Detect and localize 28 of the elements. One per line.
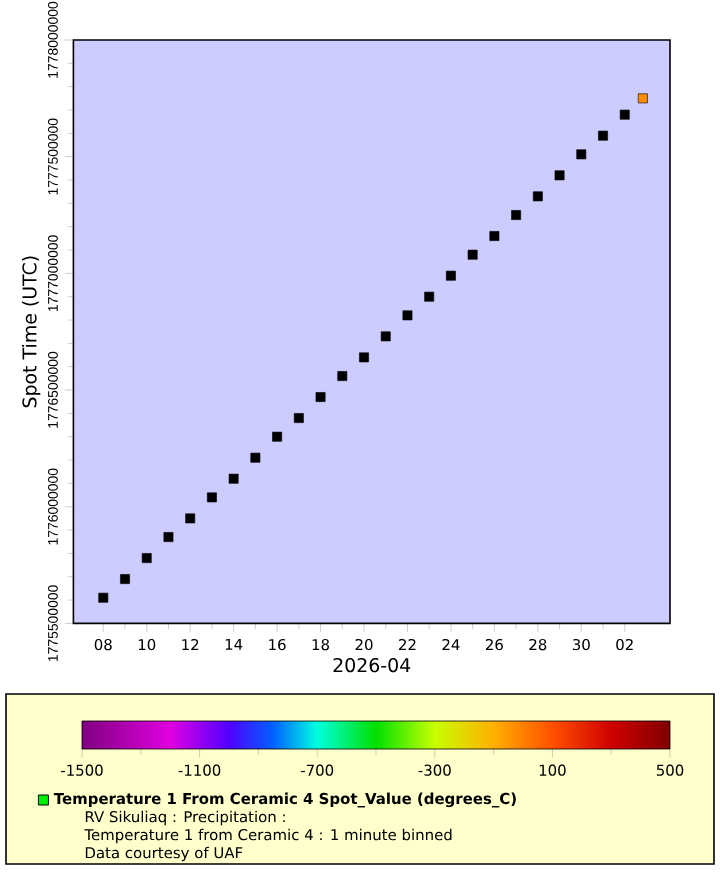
point <box>511 210 521 220</box>
point <box>619 109 630 120</box>
point <box>446 270 456 281</box>
point <box>163 532 174 542</box>
point <box>228 473 239 484</box>
point <box>637 93 648 104</box>
x-axis-title: 2026-04 <box>333 657 411 673</box>
point <box>554 170 565 181</box>
point <box>250 452 261 463</box>
point <box>293 413 304 423</box>
point <box>380 331 391 342</box>
point <box>98 592 109 603</box>
point <box>359 352 369 363</box>
point <box>402 310 413 321</box>
point <box>489 231 500 241</box>
point <box>185 513 196 524</box>
point <box>337 371 348 381</box>
point <box>207 492 217 503</box>
y-axis-title: Spot Time (UTC) <box>21 256 41 408</box>
point <box>532 191 543 202</box>
point <box>424 291 435 302</box>
point <box>576 149 587 160</box>
point <box>598 130 608 141</box>
point <box>120 574 130 584</box>
point <box>272 431 282 442</box>
point <box>467 249 478 260</box>
point <box>141 553 152 563</box>
point <box>315 392 326 402</box>
